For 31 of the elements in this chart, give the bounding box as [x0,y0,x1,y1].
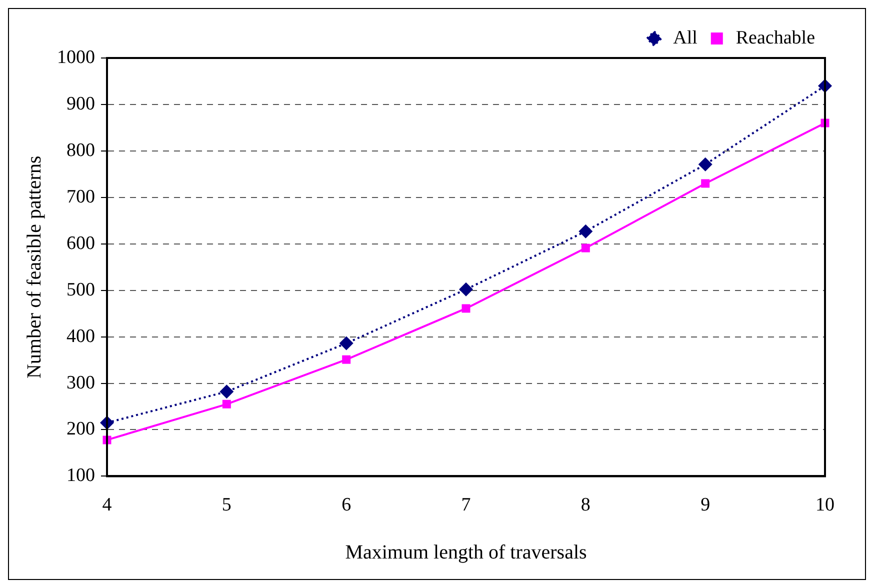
legend-label: Reachable [736,27,816,48]
point [698,157,712,172]
point [701,179,710,188]
x-tick-label: 8 [580,494,590,516]
x-tick-label: 5 [222,494,232,516]
y-axis-title: Number of feasible patterns [23,156,46,378]
point [220,384,234,399]
legend-label: All [673,27,698,48]
x-tick-label: 6 [342,494,352,516]
y-tick-label: 500 [66,279,95,300]
y-tick-label: 700 [66,186,95,208]
point [342,355,351,364]
x-tick-label: 9 [700,494,710,516]
x-tick-label: 4 [102,494,112,516]
point [462,304,470,313]
y-tick-label: 300 [66,372,95,394]
point [222,400,231,408]
y-tick-label: 100 [66,465,95,486]
y-tick-label: 600 [66,232,95,254]
point [339,336,354,350]
y-tick-label: 1000 [57,46,95,68]
y-tick-label: 800 [66,140,95,161]
x-tick-label: 7 [461,494,471,516]
y-tick-label: 200 [66,418,95,440]
x-axis-title: Maximum length of traversals [345,541,588,564]
y-tick-label: 400 [66,326,95,347]
x-tick-label: 10 [816,494,834,516]
point [581,244,590,252]
y-tick-label: 900 [66,93,95,114]
point [578,224,593,238]
point [459,282,473,296]
